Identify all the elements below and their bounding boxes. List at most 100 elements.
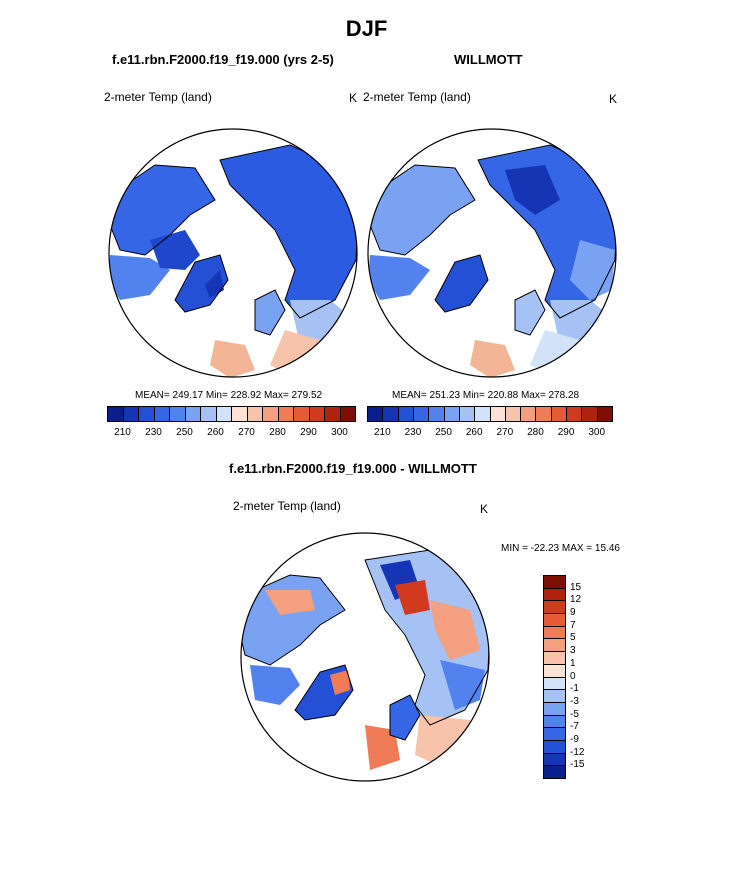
panel1-colorbar-tick-label: 230 [145, 427, 162, 438]
panel2-colorbar-cell [550, 406, 568, 422]
panel1-colorbar-tick-label: 250 [176, 427, 193, 438]
panel3-colorbar-cell [543, 651, 566, 665]
panel2-colorbar-cell [474, 406, 491, 422]
panel2-colorbar-cell [412, 406, 430, 422]
panel1-colorbar [107, 406, 356, 422]
panel1-colorbar-cell [339, 406, 356, 422]
panel2-colorbar-cell [520, 406, 537, 422]
panel3-colorbar-cell [543, 575, 566, 589]
panel2-colorbar-cell [443, 406, 460, 422]
panel3-colorbar-cell [543, 663, 566, 678]
panel2-colorbar-cell [367, 406, 384, 422]
panel1-colorbar-cell [215, 406, 232, 422]
panel2-colorbar-cell [535, 406, 552, 422]
panel2-colorbar-tick-label: 290 [557, 427, 575, 438]
panel2-colorbar-cell [596, 406, 613, 422]
panel2-colorbar-cell [458, 406, 476, 422]
panel3-stats: MIN = -22.23 MAX = 15.46 [501, 543, 620, 554]
panel3-colorbar [543, 575, 566, 779]
panel2-colorbar-cell [566, 406, 583, 422]
panel1-colorbar-cell [153, 406, 170, 422]
panel2-colorbar-cell [581, 406, 598, 422]
panel3-colorbar-tick-label: 1 [570, 657, 576, 669]
panel1-colorbar-tick-label: 270 [238, 427, 255, 438]
panel2-stats: MEAN= 251.23 Min= 220.88 Max= 278.28 [392, 390, 580, 401]
panel2-colorbar-cell [489, 406, 506, 422]
panel1-colorbar-cell [293, 406, 310, 422]
panel2-title: WILLMOTT [454, 52, 523, 67]
panel1-colorbar-cell [169, 406, 186, 422]
panel3-colorbar-cell [543, 701, 566, 716]
panel2-variable: 2-meter Temp (land) [363, 90, 471, 104]
panel3-colorbar-tick-label: -9 [570, 733, 579, 745]
panel2-colorbar-tick-label: 300 [588, 427, 606, 438]
panel1-colorbar-cell [107, 406, 124, 422]
panel3-colorbar-tick-label: 12 [570, 594, 582, 606]
panel1-colorbar-cell [231, 406, 248, 422]
panel1-colorbar-cell [262, 406, 279, 422]
panel3-colorbar-cell [543, 765, 566, 779]
panel3-colorbar-tick-label: 9 [570, 607, 576, 619]
panel1-colorbar-tick-label: 260 [207, 427, 224, 438]
panel3-colorbar-cell [543, 727, 566, 741]
panel2-colorbar-cell [504, 406, 522, 422]
panel1-colorbar-cell [200, 406, 217, 422]
panel1-colorbar-cell [138, 406, 155, 422]
observed-polar-map [368, 129, 616, 377]
panel1-colorbar-labels: 210 230 250 260 270 280 290 300 [107, 427, 355, 441]
panel1-units: K [349, 91, 358, 105]
panel3-colorbar-tick-label: -5 [570, 708, 579, 720]
panel2-colorbar-tick-label: 230 [404, 427, 422, 438]
panel3-colorbar-tick-label: -12 [570, 746, 585, 758]
panel3-colorbar-cell [543, 638, 566, 653]
panel3-units: K [480, 502, 489, 516]
panel1-colorbar-cell [246, 406, 263, 422]
panel2-colorbar-labels: 210 230 250 260 270 280 290 300 [367, 427, 612, 441]
panel3-colorbar-cell [543, 752, 566, 767]
panel3-colorbar-labels: 15 12 9 7 5 3 1 0 -1 -3 -5 -7 -9 -12 -15 [570, 575, 610, 778]
panel3-variable: 2-meter Temp (land) [233, 499, 341, 513]
panel3-colorbar-tick-label: 0 [570, 670, 576, 682]
panel1-colorbar-tick-label: 280 [269, 427, 286, 438]
panel3-title: f.e11.rbn.F2000.f19_f19.000 - WILLMOTT [229, 461, 477, 476]
panel3-colorbar-tick-label: -3 [570, 695, 579, 707]
panel3-colorbar-tick-label: 3 [570, 645, 576, 657]
panel1-stats: MEAN= 249.17 Min= 228.92 Max= 279.52 [135, 390, 323, 401]
panel3-colorbar-tick-label: -7 [570, 721, 579, 733]
panel3-colorbar-tick-label: -1 [570, 683, 579, 695]
figure-title: DJF [345, 16, 388, 41]
panel2-colorbar-tick-label: 260 [465, 427, 483, 438]
panel2-colorbar-tick-label: 280 [527, 427, 544, 438]
panel1-colorbar-cell [277, 406, 294, 422]
panel3-colorbar-tick-label: -15 [570, 759, 585, 771]
panel3-colorbar-cell [543, 625, 566, 640]
panel3-colorbar-cell [543, 600, 566, 615]
panel3-colorbar-cell [543, 689, 566, 703]
panel2-colorbar-tick-label: 250 [435, 427, 452, 438]
panel2-units: K [609, 92, 618, 106]
model-polar-map [109, 129, 357, 377]
panel2-colorbar-cell [397, 406, 414, 422]
panel3-colorbar-cell [543, 613, 566, 627]
panel1-colorbar-cell [122, 406, 139, 422]
panel1-colorbar-cell [324, 406, 341, 422]
panel3-colorbar-tick-label: 5 [570, 632, 576, 644]
panel1-colorbar-cell [308, 406, 325, 422]
panel2-colorbar [367, 406, 613, 422]
panel2-colorbar-tick-label: 210 [373, 427, 391, 438]
panel3-colorbar-tick-label: 15 [570, 581, 582, 593]
panel1-colorbar-tick-label: 210 [114, 427, 131, 438]
panel3-colorbar-cell [543, 676, 566, 691]
panel3-colorbar-cell [543, 739, 566, 754]
panel3-colorbar-tick-label: 7 [570, 619, 576, 631]
panel2-colorbar-cell [382, 406, 399, 422]
panel2-colorbar-cell [428, 406, 445, 422]
panel1-colorbar-cell [184, 406, 201, 422]
panel3-colorbar-cell [543, 587, 566, 602]
panel3-colorbar-cell [543, 714, 566, 729]
panel2-colorbar-tick-label: 270 [496, 427, 514, 438]
panel1-variable: 2-meter Temp (land) [104, 90, 212, 104]
panel1-colorbar-tick-label: 290 [300, 427, 317, 438]
panel1-colorbar-tick-label: 300 [331, 427, 348, 438]
